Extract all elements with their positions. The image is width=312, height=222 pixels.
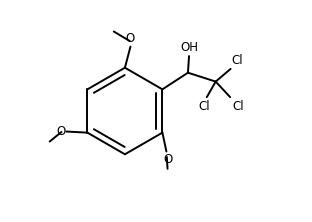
Text: Cl: Cl xyxy=(199,100,210,113)
Text: OH: OH xyxy=(180,41,198,54)
Text: O: O xyxy=(56,125,65,138)
Text: Cl: Cl xyxy=(232,100,244,113)
Text: Cl: Cl xyxy=(232,54,243,67)
Text: O: O xyxy=(126,32,135,45)
Text: O: O xyxy=(163,153,172,166)
